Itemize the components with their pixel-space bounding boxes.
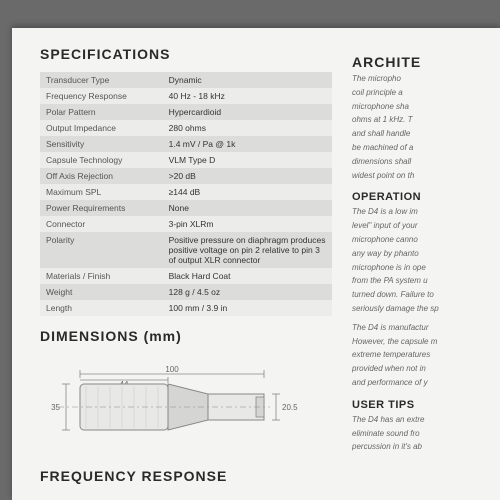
architecture-heading: ARCHITE <box>352 54 500 70</box>
text-line: any way by phanto <box>352 249 500 260</box>
svg-text:35: 35 <box>51 403 60 412</box>
spec-row: PolarityPositive pressure on diaphragm p… <box>40 232 332 268</box>
spec-value: Hypercardioid <box>163 104 332 120</box>
dimensions-diagram: 100443520.5 <box>40 360 320 455</box>
spec-value: ≥144 dB <box>163 184 332 200</box>
spec-label: Connector <box>40 216 163 232</box>
text-line: turned down. Failure to <box>352 290 500 301</box>
architecture-text: The micropho coil principle a microphone s… <box>352 74 500 181</box>
text-line: provided when not in <box>352 364 500 375</box>
spec-heading: SPECIFICATIONS <box>40 46 332 62</box>
spec-value: 128 g / 4.5 oz <box>163 284 332 300</box>
spec-row: Connector3-pin XLRm <box>40 216 332 232</box>
spec-label: Frequency Response <box>40 88 163 104</box>
spec-row: Materials / FinishBlack Hard Coat <box>40 268 332 284</box>
spec-row: Polar PatternHypercardioid <box>40 104 332 120</box>
spec-table: Transducer TypeDynamicFrequency Response… <box>40 72 332 316</box>
text-line: be machined of a <box>352 143 500 154</box>
text-line: percussion in it's ab <box>352 442 500 453</box>
spec-value: VLM Type D <box>163 152 332 168</box>
text-line: microphone is in ope <box>352 263 500 274</box>
spec-label: Transducer Type <box>40 72 163 88</box>
dimensions-heading: DIMENSIONS (mm) <box>40 328 332 344</box>
spec-value: 3-pin XLRm <box>163 216 332 232</box>
spec-row: Transducer TypeDynamic <box>40 72 332 88</box>
spec-row: Maximum SPL≥144 dB <box>40 184 332 200</box>
usertips-text: The D4 has an extre eliminate sound fro pe… <box>352 415 500 453</box>
spec-value: >20 dB <box>163 168 332 184</box>
spec-row: Frequency Response40 Hz - 18 kHz <box>40 88 332 104</box>
text-line: ohms at 1 kHz. T <box>352 115 500 126</box>
spec-row: Output Impedance280 ohms <box>40 120 332 136</box>
care-text: The D4 is manufactur However, the capsule… <box>352 323 500 389</box>
text-line: However, the capsule m <box>352 337 500 348</box>
spec-value: Positive pressure on diaphragm produces … <box>163 232 332 268</box>
text-line: The D4 is a low im <box>352 207 500 218</box>
spec-label: Weight <box>40 284 163 300</box>
spec-label: Materials / Finish <box>40 268 163 284</box>
spec-row: Weight128 g / 4.5 oz <box>40 284 332 300</box>
text-line: from the PA system u <box>352 276 500 287</box>
spec-value: Dynamic <box>163 72 332 88</box>
spec-value: 280 ohms <box>163 120 332 136</box>
text-line: level" input of your <box>352 221 500 232</box>
svg-text:100: 100 <box>165 365 179 374</box>
operation-heading: OPERATION <box>352 191 500 203</box>
text-line: microphone canno <box>352 235 500 246</box>
spec-value: 100 mm / 3.9 in <box>163 300 332 316</box>
spec-label: Off Axis Rejection <box>40 168 163 184</box>
text-line: The D4 is manufactur <box>352 323 500 334</box>
text-line: The micropho <box>352 74 500 85</box>
spec-row: Off Axis Rejection>20 dB <box>40 168 332 184</box>
spec-label: Polarity <box>40 232 163 268</box>
spec-label: Output Impedance <box>40 120 163 136</box>
spec-row: Capsule TechnologyVLM Type D <box>40 152 332 168</box>
spec-label: Sensitivity <box>40 136 163 152</box>
text-line: microphone sha <box>352 102 500 113</box>
right-column: ARCHITE The micropho coil principle a micr… <box>352 46 500 500</box>
text-line: and shall handle <box>352 129 500 140</box>
text-line: widest point on th <box>352 171 500 182</box>
text-line: dimensions shall <box>352 157 500 168</box>
spec-label: Length <box>40 300 163 316</box>
text-line: seriously damage the sp <box>352 304 500 315</box>
spec-row: Power RequirementsNone <box>40 200 332 216</box>
spec-label: Capsule Technology <box>40 152 163 168</box>
text-line: and performance of y <box>352 378 500 389</box>
spec-value: Black Hard Coat <box>163 268 332 284</box>
spec-value: 40 Hz - 18 kHz <box>163 88 332 104</box>
spec-label: Polar Pattern <box>40 104 163 120</box>
text-line: coil principle a <box>352 88 500 99</box>
spec-row: Length100 mm / 3.9 in <box>40 300 332 316</box>
spec-row: Sensitivity1.4 mV / Pa @ 1k <box>40 136 332 152</box>
operation-text: The D4 is a low im level" input of your mi… <box>352 207 500 314</box>
spec-sheet: SPECIFICATIONS Transducer TypeDynamicFre… <box>12 28 500 500</box>
spec-value: None <box>163 200 332 216</box>
usertips-heading: USER TIPS <box>352 399 500 411</box>
svg-text:20.5: 20.5 <box>282 403 298 412</box>
spec-label: Power Requirements <box>40 200 163 216</box>
text-line: extreme temperatures <box>352 350 500 361</box>
spec-value: 1.4 mV / Pa @ 1k <box>163 136 332 152</box>
text-line: The D4 has an extre <box>352 415 500 426</box>
left-column: SPECIFICATIONS Transducer TypeDynamicFre… <box>40 46 332 500</box>
spec-label: Maximum SPL <box>40 184 163 200</box>
freq-heading: FREQUENCY RESPONSE <box>40 468 332 484</box>
text-line: eliminate sound fro <box>352 429 500 440</box>
